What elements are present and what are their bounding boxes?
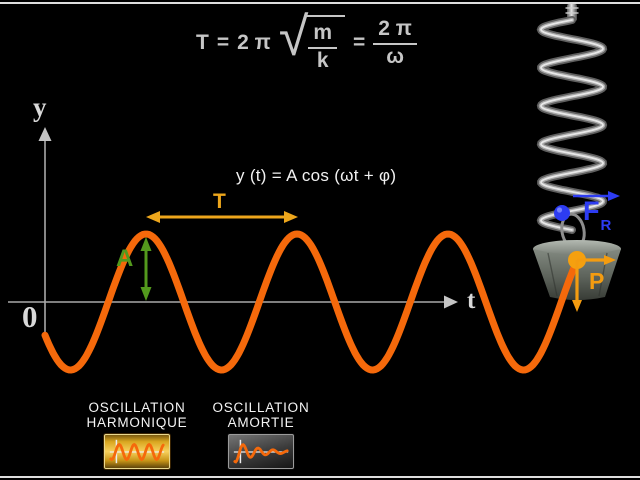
formula-2pi: 2 π	[237, 31, 271, 55]
damped-oscillation-button[interactable]	[228, 434, 294, 469]
t-axis-arrowhead-icon	[444, 295, 458, 309]
formula-m: m	[308, 21, 338, 49]
damped-caption-line1: OSCILLATION	[212, 400, 310, 415]
bottom-frame-line	[0, 476, 640, 478]
amplitude-label: A	[116, 245, 134, 272]
formula-k: k	[316, 48, 329, 72]
formula-2pi-num: 2 π	[373, 17, 417, 45]
damped-wave-icon	[233, 439, 289, 464]
restoring-force-highlight	[556, 207, 563, 213]
restoring-force-sub: R	[600, 217, 612, 235]
period-label: T	[213, 190, 226, 213]
harmonic-oscillation-button[interactable]	[104, 434, 170, 469]
restoring-force-label: FR	[583, 196, 612, 235]
period-formula: T = 2 π √ m k = 2 π ω	[196, 7, 417, 72]
formula-equals2: =	[353, 31, 366, 55]
origin-label: 0	[22, 299, 38, 334]
t-axis-label: t	[467, 287, 476, 314]
formula-omega: ω	[386, 44, 404, 68]
period-arrowhead-right-icon	[284, 211, 298, 223]
harmonic-caption-line1: OSCILLATION	[88, 400, 186, 415]
formula-T: T	[196, 31, 209, 55]
weight-force-arrowhead-right-icon	[604, 255, 616, 265]
damped-caption-line2: AMORTIE	[227, 415, 295, 430]
wave-equation: y (t) = A cos (ωt + φ)	[236, 166, 397, 185]
amplitude-arrowhead-bottom-icon	[140, 287, 152, 301]
amplitude-arrowhead-top-icon	[140, 237, 152, 251]
harmonic-wave-icon	[109, 439, 165, 464]
harmonic-caption-line2: HARMONIQUE	[86, 415, 188, 430]
radical-sign: √	[278, 7, 309, 67]
y-axis-arrowhead-icon	[38, 127, 52, 141]
formula-equals: =	[216, 31, 230, 55]
mass-facet	[547, 252, 558, 297]
restoring-force-arrowhead-icon	[608, 191, 620, 201]
damped-oscillation-control: OSCILLATION AMORTIE	[196, 400, 326, 469]
top-frame-line	[0, 2, 640, 4]
weight-force-arrowhead-down-icon	[572, 300, 582, 312]
sine-wave	[41, 230, 581, 374]
formula-sqrt: √ m k	[278, 7, 346, 72]
harmonic-oscillation-control: OSCILLATION HARMONIQUE	[70, 400, 204, 469]
restoring-force-point	[554, 205, 570, 221]
y-axis-label: y	[33, 92, 47, 122]
period-arrowhead-left-icon	[146, 211, 160, 223]
weight-force-label: P	[589, 268, 605, 294]
